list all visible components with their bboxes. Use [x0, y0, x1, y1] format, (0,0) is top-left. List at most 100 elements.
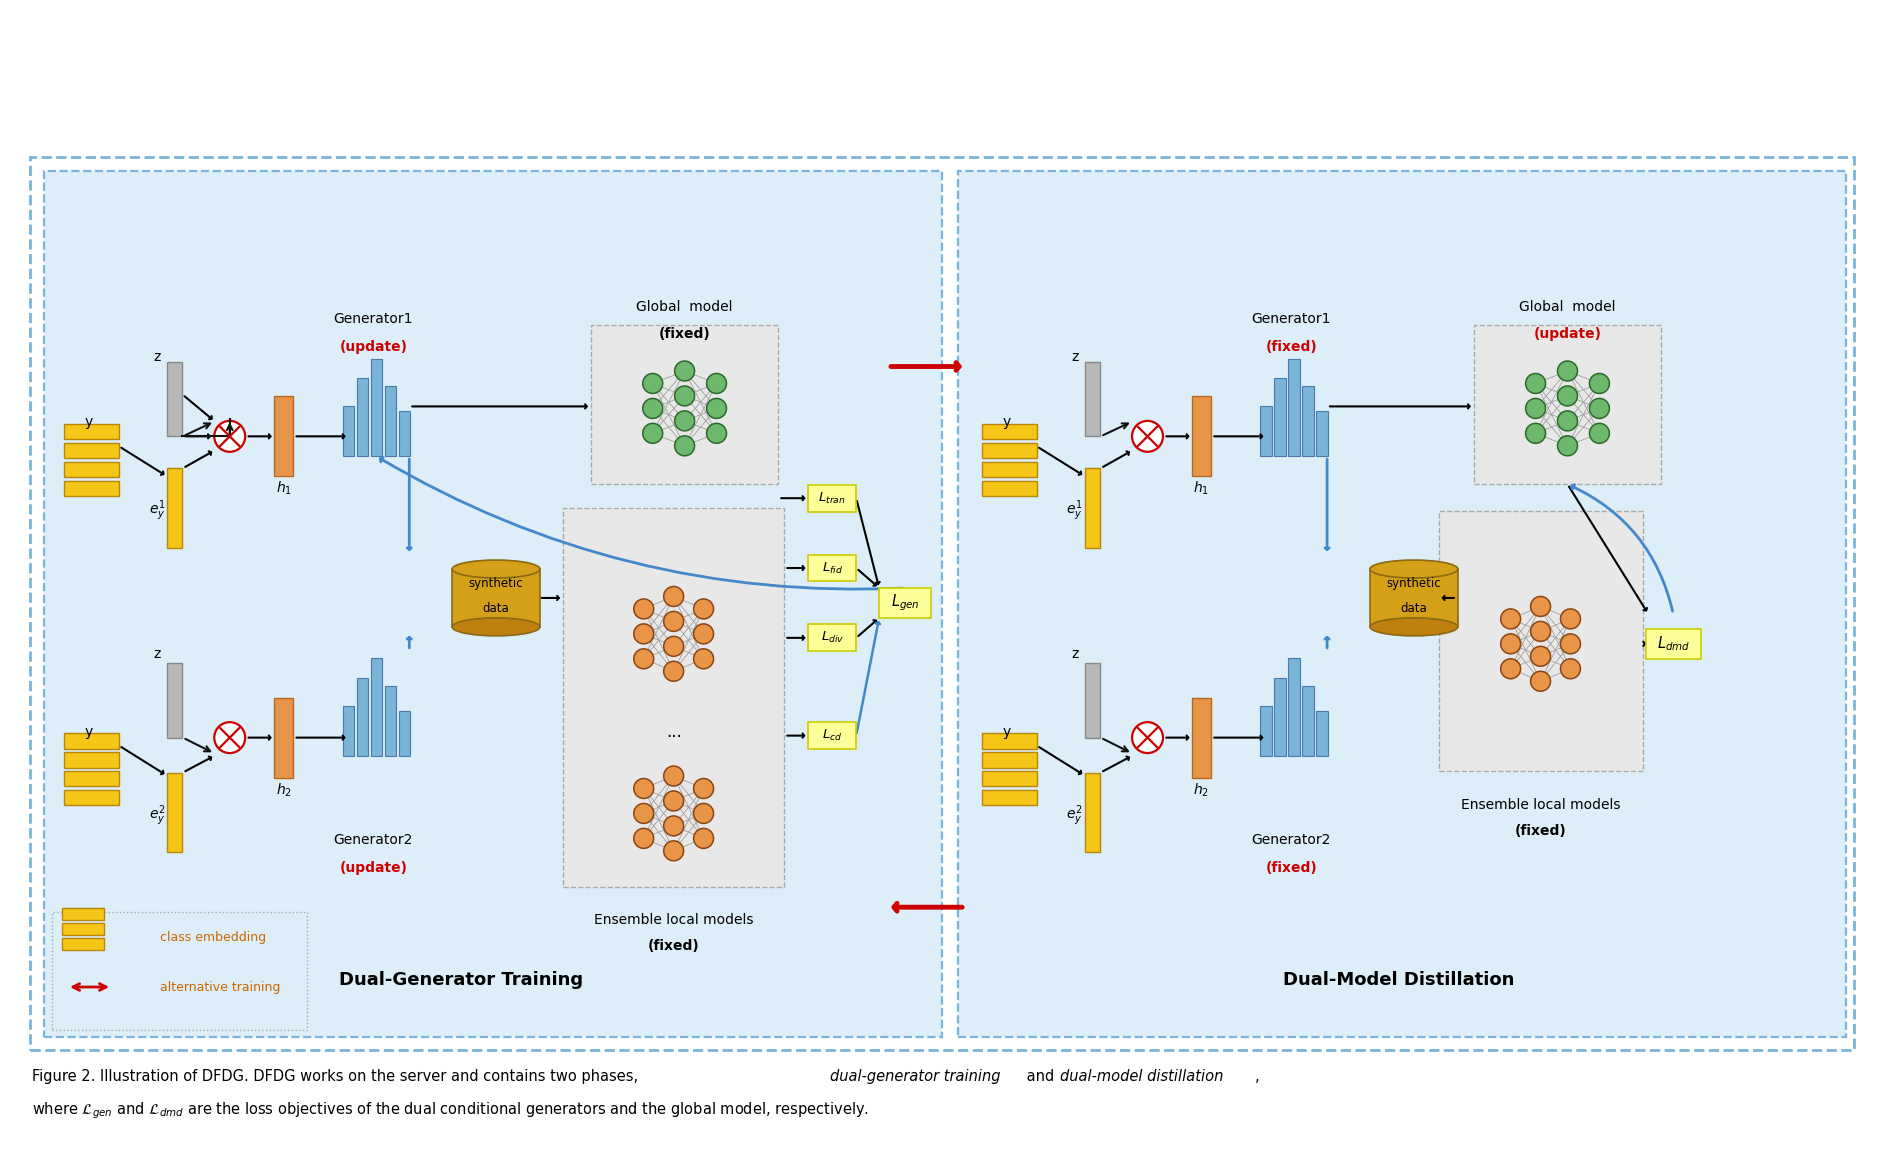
Text: Global  model: Global model [636, 299, 733, 313]
Text: (fixed): (fixed) [1265, 861, 1318, 875]
Circle shape [1531, 622, 1550, 642]
Text: y: y [85, 725, 93, 739]
Bar [1261, 407, 1273, 457]
Bar [166, 662, 183, 738]
Bar [64, 461, 119, 477]
Circle shape [1558, 436, 1578, 455]
Circle shape [634, 829, 653, 849]
Bar [64, 481, 119, 496]
Bar [1316, 412, 1327, 457]
Text: dual-generator training: dual-generator training [831, 1069, 1001, 1084]
Circle shape [665, 766, 683, 786]
Bar [1646, 629, 1701, 659]
Circle shape [1133, 421, 1163, 452]
Text: $L_{tran}$: $L_{tran}$ [818, 490, 846, 505]
Circle shape [1133, 722, 1163, 753]
Text: data: data [1401, 602, 1427, 615]
Circle shape [1501, 609, 1520, 629]
Circle shape [1558, 361, 1578, 381]
Bar [274, 397, 293, 476]
Bar [370, 658, 381, 756]
Bar [64, 790, 119, 806]
Text: $e_y^2$: $e_y^2$ [1067, 803, 1084, 828]
Bar [982, 753, 1037, 768]
Bar [808, 555, 857, 581]
Bar [1086, 772, 1101, 852]
Circle shape [674, 386, 695, 406]
Circle shape [1531, 672, 1550, 691]
Bar [385, 386, 396, 457]
Ellipse shape [1371, 618, 1458, 636]
Text: Generator1: Generator1 [1252, 312, 1331, 326]
Text: synthetic: synthetic [468, 578, 523, 591]
Ellipse shape [453, 560, 540, 578]
Text: z: z [153, 647, 160, 661]
Circle shape [674, 410, 695, 431]
Bar [398, 711, 410, 756]
Text: $h_1$: $h_1$ [1193, 480, 1210, 497]
Bar [1288, 358, 1301, 457]
Bar [357, 378, 368, 457]
Text: $e_y^2$: $e_y^2$ [149, 803, 164, 828]
Circle shape [665, 612, 683, 631]
Circle shape [642, 423, 663, 443]
Text: class embedding: class embedding [160, 931, 266, 943]
Text: $e_y^1$: $e_y^1$ [1067, 499, 1084, 524]
Circle shape [1501, 633, 1520, 654]
Circle shape [674, 361, 695, 381]
Bar [53, 912, 306, 1030]
Text: (update): (update) [340, 340, 408, 354]
Circle shape [1501, 659, 1520, 679]
Bar [1086, 468, 1101, 548]
Circle shape [693, 599, 714, 618]
Text: where $\mathcal{L}_{gen}$ and $\mathcal{L}_{dmd}$ are the loss objectives of the: where $\mathcal{L}_{gen}$ and $\mathcal{… [32, 1101, 868, 1121]
Circle shape [693, 803, 714, 823]
Circle shape [1531, 646, 1550, 666]
Circle shape [693, 649, 714, 669]
Bar [64, 753, 119, 768]
Text: ...: ... [666, 722, 682, 741]
Circle shape [665, 791, 683, 812]
Bar [166, 772, 183, 852]
Bar [398, 412, 410, 457]
Text: Generator2: Generator2 [334, 833, 413, 847]
Circle shape [1558, 410, 1578, 431]
Bar [982, 733, 1037, 749]
Bar [1274, 677, 1286, 756]
Text: Ensemble local models: Ensemble local models [1461, 799, 1620, 813]
Text: y: y [1003, 725, 1010, 739]
Bar [1371, 569, 1458, 627]
Text: z: z [153, 349, 160, 363]
Bar [357, 677, 368, 756]
Circle shape [213, 722, 245, 753]
Circle shape [1561, 659, 1580, 679]
Text: $L_{fid}$: $L_{fid}$ [821, 561, 842, 576]
Circle shape [693, 624, 714, 644]
Text: synthetic: synthetic [1386, 578, 1441, 591]
Bar [62, 924, 104, 935]
Circle shape [665, 661, 683, 681]
Bar [880, 588, 931, 618]
Bar [808, 722, 857, 749]
Circle shape [1561, 633, 1580, 654]
Circle shape [213, 421, 245, 452]
Circle shape [706, 373, 727, 393]
Bar [43, 171, 942, 1037]
Bar [957, 171, 1846, 1037]
Circle shape [665, 636, 683, 657]
Text: $L_{gen}$: $L_{gen}$ [891, 593, 919, 613]
Bar [1303, 386, 1314, 457]
Text: Ensemble local models: Ensemble local models [595, 913, 753, 927]
Text: Global  model: Global model [1520, 299, 1616, 313]
Bar [166, 468, 183, 548]
Bar [370, 358, 381, 457]
Bar [1316, 711, 1327, 756]
Text: y: y [1003, 415, 1010, 429]
Circle shape [1526, 399, 1546, 418]
Text: $h_1$: $h_1$ [276, 480, 291, 497]
Bar [1274, 378, 1286, 457]
Circle shape [634, 599, 653, 618]
Text: $L_{cd}$: $L_{cd}$ [821, 728, 842, 743]
Bar [385, 686, 396, 756]
Text: data: data [483, 602, 510, 615]
